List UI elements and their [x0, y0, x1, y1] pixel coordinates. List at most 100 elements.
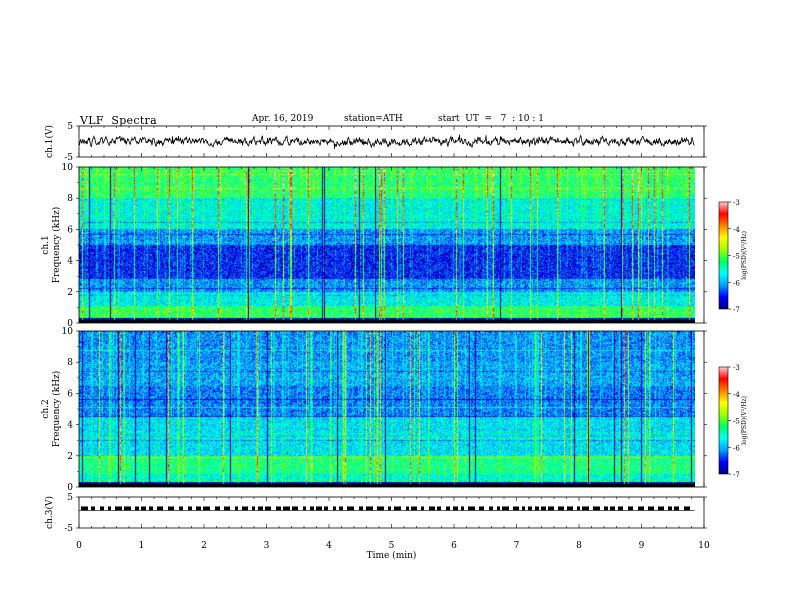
w3-y-tick-label: -5	[64, 524, 73, 534]
ch3-pulse	[276, 506, 281, 511]
s2-y-tick-label: 4	[67, 421, 73, 431]
s2-y-tick-label: 10	[62, 327, 74, 337]
ch3-pulse	[124, 506, 131, 511]
ch3-pulse	[316, 506, 322, 511]
ch1-colorbar-tick-label: -3	[733, 199, 740, 207]
s2-y-tick-label: 6	[67, 389, 73, 399]
ch2-colorbar	[718, 366, 729, 475]
ch1-colorbar	[718, 201, 729, 310]
ch3-pulse	[658, 506, 664, 511]
x-tick-label: 4	[326, 541, 332, 551]
ch3-pulse	[91, 506, 95, 511]
x-tick-label: 5	[389, 541, 395, 551]
ch3-pulse	[81, 506, 88, 511]
ch3-pulse	[224, 506, 230, 511]
ch3-pulse	[141, 506, 146, 511]
ch3-pulse	[437, 506, 441, 511]
ch3-pulse	[115, 506, 122, 511]
ch2-colorbar-tick-label: -7	[733, 471, 740, 479]
ch3-pulse	[648, 506, 654, 511]
ch3-pulse	[258, 506, 263, 511]
s1-y-tick-label: 2	[67, 288, 73, 298]
ch3-pulse	[513, 506, 519, 511]
x-tick-label: 9	[639, 541, 645, 551]
ch3-pulse	[333, 506, 336, 511]
ch3-pulse	[179, 506, 183, 511]
ch2-colorbar-tick-label: -5	[733, 418, 740, 426]
ch3-pulse	[339, 506, 343, 511]
ch3-pulse	[453, 506, 458, 511]
ch3-pulse	[497, 506, 500, 511]
x-tick-label: 7	[514, 541, 520, 551]
ch3-pulse	[593, 506, 600, 511]
ch3-pulse	[668, 506, 672, 511]
ch3-pulse	[100, 506, 104, 511]
date-label: Apr. 16, 2019	[252, 114, 314, 124]
ch3-pulse	[674, 506, 679, 511]
x-axis-label: Time (min)	[367, 550, 417, 561]
ch3-pulse	[188, 506, 192, 511]
s2-spectrogram-image	[79, 331, 695, 487]
station-label: station=ATH	[344, 114, 403, 124]
ch3-pulse	[468, 506, 475, 511]
ch1-frequency-axis-label: Frequency (kHz)	[51, 207, 62, 284]
ch3-pulse	[242, 506, 248, 511]
ch3-pulse	[638, 506, 644, 511]
ch2-spectrogram-channel-label: ch.2	[41, 399, 51, 418]
x-tick-label: 8	[576, 541, 582, 551]
ch3-pulse	[604, 506, 608, 511]
ch1-colorbar-label: log(PSD)(V²/Hz)	[741, 231, 748, 280]
ch1-y-axis-label: ch.1(V)	[44, 125, 55, 158]
ch2-colorbar-tick-label: -4	[733, 391, 740, 399]
ch3-pulse	[366, 506, 373, 511]
ch3-pulse	[168, 506, 174, 511]
x-tick-label: 1	[139, 541, 145, 551]
ch3-pulse	[265, 506, 271, 511]
ch1-colorbar-tick-label: -4	[733, 226, 740, 234]
w3-frame	[78, 496, 705, 529]
x-tick-label: 10	[698, 541, 710, 551]
ch3-pulse	[135, 506, 139, 511]
s1-y-tick-label: 8	[67, 194, 73, 204]
ch3-pulse	[411, 506, 417, 511]
ch3-y-axis-label: ch.3(V)	[44, 496, 55, 529]
ch3-pulse	[567, 506, 573, 511]
s1-y-tick-label: 6	[67, 225, 73, 235]
s1-y-tick-label: 4	[67, 257, 73, 267]
ch3-pulse	[522, 506, 525, 511]
ch1-colorbar-tick-label: -6	[733, 279, 740, 287]
x-tick-label: 6	[451, 541, 457, 551]
w1-y-tick-label: 5	[67, 122, 73, 132]
x-tick-label: 2	[201, 541, 207, 551]
ch3-pulse	[394, 506, 401, 511]
s2-y-tick-label: 0	[67, 483, 73, 493]
ch3-pulse	[388, 506, 391, 511]
ch3-pulse	[347, 506, 354, 511]
ch3-pulse	[461, 506, 464, 511]
s1-y-tick-label: 0	[67, 319, 73, 329]
x-tick-label: 0	[76, 541, 82, 551]
ch3-pulse	[489, 506, 493, 511]
s2-y-tick-label: 2	[67, 452, 73, 462]
ch2-colorbar-tick-label: -6	[733, 444, 740, 452]
ch3-pulse	[303, 506, 306, 511]
ch1-spectrogram-channel-label: ch.1	[41, 235, 51, 254]
ch3-pulse	[157, 506, 163, 511]
start-time-label: start UT = 7 : 10 : 1	[438, 114, 544, 124]
ch3-pulse	[203, 506, 210, 511]
ch3-pulse	[502, 506, 509, 511]
ch1-colorbar-tick-label: -5	[733, 253, 740, 261]
ch3-pulse	[108, 506, 111, 511]
ch3-pulse	[149, 506, 153, 511]
ch3-pulse	[628, 506, 633, 511]
ch3-pulse	[421, 506, 424, 511]
ch3-pulse	[292, 506, 298, 511]
ch1-colorbar-tick-label: -7	[733, 306, 740, 314]
x-tick-label: 3	[264, 541, 270, 551]
s1-y-tick-label: 10	[62, 163, 74, 173]
s1-spectrogram-image	[79, 167, 695, 323]
ch3-pulse	[479, 506, 484, 511]
ch3-pulse	[429, 506, 435, 511]
ch3-pulse	[310, 506, 314, 511]
w3-y-tick-label: 5	[67, 493, 73, 503]
